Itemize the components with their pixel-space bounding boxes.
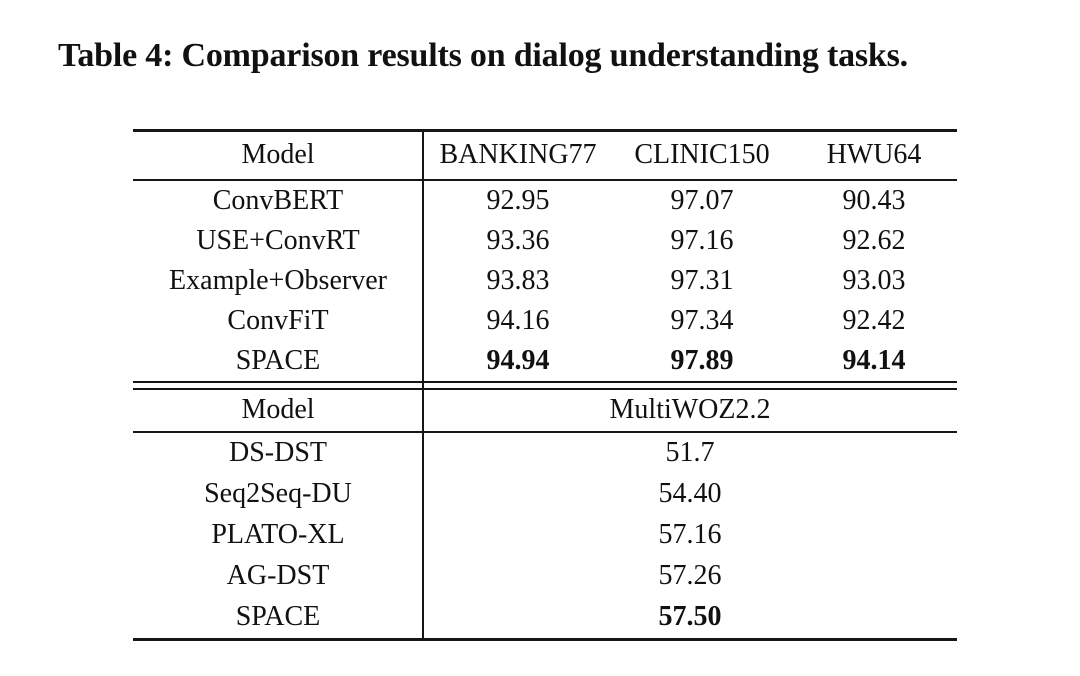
- table-row: Seq2Seq-DU 54.40: [133, 474, 957, 515]
- table-row: DS-DST 51.7: [133, 432, 957, 474]
- intent-results-table: Model BANKING77 CLINIC150 HWU64 ConvBERT…: [133, 128, 957, 383]
- model-name-cell: Seq2Seq-DU: [204, 478, 352, 510]
- model-name-cell: PLATO-XL: [211, 519, 345, 551]
- header-model: Model: [133, 130, 423, 181]
- model-name-cell: Example+Observer: [169, 264, 387, 296]
- score-cell: 93.36: [486, 224, 550, 256]
- comparison-table: Model BANKING77 CLINIC150 HWU64 ConvBERT…: [133, 128, 958, 641]
- score-cell: 97.07: [670, 184, 734, 216]
- score-cell: 92.62: [842, 224, 906, 256]
- score-cell: 97.34: [670, 304, 734, 336]
- table-row: Example+Observer 93.83 97.31 93.03: [133, 261, 957, 301]
- score-cell: 93.03: [842, 264, 906, 296]
- score-cell-best: 57.50: [658, 601, 722, 633]
- score-cell: 54.40: [658, 478, 722, 510]
- model-name-cell: ConvBERT: [212, 184, 344, 216]
- table-row: ConvFiT 94.16 97.34 92.42: [133, 301, 957, 341]
- header-banking77: BANKING77: [423, 130, 613, 181]
- table-caption: Table 4: Comparison results on dialog un…: [58, 37, 908, 74]
- model-name-cell: DS-DST: [228, 437, 327, 469]
- dst-results-table: Model MultiWOZ2.2 DS-DST 51.7 Seq2Seq-DU…: [133, 387, 958, 641]
- score-cell: 51.7: [665, 437, 715, 469]
- score-cell: 94.16: [486, 304, 550, 336]
- table-row: USE+ConvRT 93.36 97.16 92.62: [133, 221, 957, 261]
- score-cell-best: 94.94: [486, 344, 550, 376]
- score-cell: 57.26: [658, 560, 722, 592]
- header-model: Model: [133, 388, 423, 433]
- header-multiwoz22: MultiWOZ2.2: [423, 388, 958, 433]
- score-cell-best: 97.89: [670, 344, 734, 376]
- model-name-cell: USE+ConvRT: [196, 224, 360, 256]
- header-row: Model MultiWOZ2.2: [133, 388, 958, 433]
- table-row-best: SPACE 57.50: [133, 597, 957, 640]
- score-cell: 93.83: [486, 264, 550, 296]
- column-divider-rule: [422, 128, 424, 641]
- model-name-cell: SPACE: [235, 344, 321, 376]
- score-cell: 92.42: [842, 304, 906, 336]
- score-cell: 92.95: [486, 184, 550, 216]
- model-name-cell: AG-DST: [226, 560, 330, 592]
- header-clinic150: CLINIC150: [613, 130, 791, 181]
- table-row: PLATO-XL 57.16: [133, 515, 957, 556]
- score-cell-best: 94.14: [842, 344, 906, 376]
- score-cell: 97.16: [670, 224, 734, 256]
- score-cell: 57.16: [658, 519, 722, 551]
- score-cell: 97.31: [670, 264, 734, 296]
- table-row-best: SPACE 94.94 97.89 94.14: [133, 341, 957, 382]
- model-name-cell: SPACE: [235, 601, 321, 633]
- model-name-cell: ConvFiT: [227, 304, 329, 336]
- table-row: ConvBERT 92.95 97.07 90.43: [133, 180, 957, 221]
- header-hwu64: HWU64: [791, 130, 957, 181]
- score-cell: 90.43: [842, 184, 906, 216]
- header-row: Model BANKING77 CLINIC150 HWU64: [133, 130, 957, 181]
- table-row: AG-DST 57.26: [133, 556, 957, 597]
